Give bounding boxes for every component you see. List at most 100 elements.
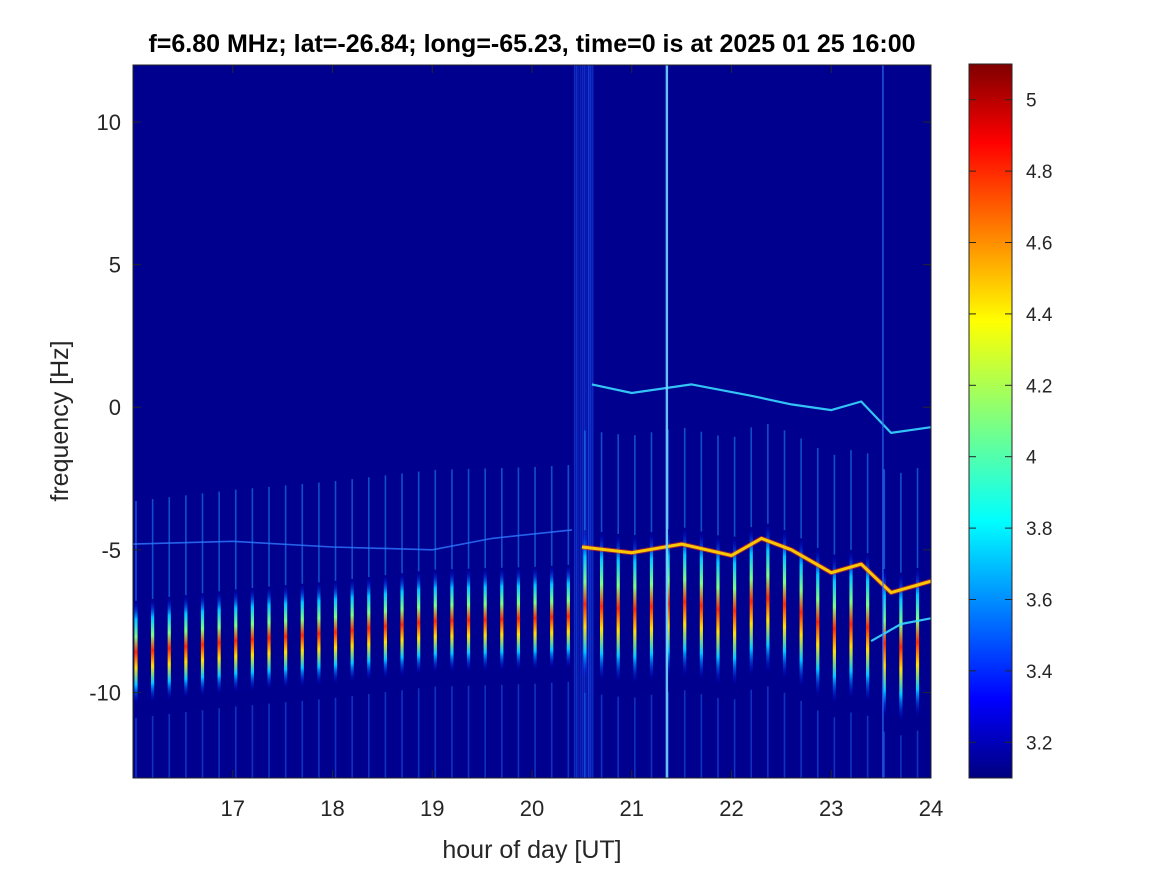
pulse-echo-upper [800, 438, 802, 539]
noise-column-strip [589, 65, 592, 778]
pulse-echo-lower [783, 692, 786, 778]
colorbar-tick-label: 4.6 [1026, 234, 1052, 255]
pulse-echo-lower [384, 692, 387, 778]
pulse-echo-upper [201, 493, 204, 594]
pulse-streak [533, 566, 537, 670]
colorbar-gradient [968, 63, 1013, 779]
x-axis: 17 18 19 20 21 22 23 24 [221, 65, 943, 821]
pulse-echo-upper [185, 495, 187, 596]
pulse-echo-lower [800, 700, 802, 778]
colorbar-tick-label: 4.8 [1026, 162, 1052, 183]
pulse-echo-upper [434, 469, 437, 570]
pulse-echo-lower [151, 715, 154, 778]
pulse-streak [367, 577, 371, 680]
y-tick-label: 10 [97, 110, 121, 135]
pulse-echo-lower [717, 697, 719, 778]
pulse-streak [816, 547, 820, 697]
pulse-echo-upper [833, 454, 836, 555]
pulse-echo-upper [351, 479, 353, 579]
pulse-echo-upper [717, 435, 719, 536]
pulse-echo-upper [650, 432, 653, 533]
lower-trace [870, 617, 931, 643]
colorbar-tick-label: 4.4 [1026, 305, 1053, 326]
pulse-streak [450, 569, 454, 672]
pulse-streak [699, 531, 703, 680]
pulse-streak [832, 554, 836, 703]
noise-column-strip [581, 65, 584, 778]
pulse-echo-upper [501, 467, 503, 568]
pulse-streak [151, 598, 155, 702]
colorbar-tick-label: 5 [1026, 91, 1037, 112]
pulse-echo-lower [135, 717, 137, 778]
pulse-streak [200, 593, 205, 696]
pulse-echo-upper [767, 423, 769, 524]
pulse-streak [217, 591, 221, 694]
pulse-echo-upper [251, 488, 254, 589]
pulse-streak [250, 588, 254, 691]
pulse-echo-upper [301, 483, 304, 584]
noise-column-strip [583, 65, 586, 778]
noise-column-strip [585, 65, 588, 778]
noise-column-strip [573, 65, 576, 778]
main-trace [581, 536, 931, 595]
pulse-streak [184, 595, 188, 698]
noise-column-strip [575, 65, 578, 778]
pulse-echo-lower [600, 694, 603, 778]
pulse-echo-upper [700, 431, 703, 532]
pulse-echo-upper [733, 436, 736, 537]
pulse-echo-lower [467, 685, 470, 778]
pulse-streak [733, 536, 737, 685]
pulse-echo-upper [467, 468, 470, 569]
pulse-streak [649, 532, 654, 681]
pulse-streak [666, 529, 670, 678]
pulse-streak [749, 527, 753, 676]
plot-area [132, 64, 932, 779]
pulse-echo-upper [900, 472, 902, 573]
pulse-echo-lower [650, 694, 653, 778]
pulse-echo-upper [850, 450, 852, 550]
pulse-echo-lower [667, 691, 669, 778]
pulse-streak [882, 568, 886, 718]
pulse-echo-upper [866, 453, 869, 554]
pulse-streak [782, 530, 787, 679]
y-tick-label: 0 [109, 395, 121, 420]
pulse-streak [616, 534, 620, 683]
pulse-echo-upper [318, 482, 320, 583]
pulse-streak [267, 586, 271, 690]
pulse-echo-upper [883, 469, 886, 569]
colorbar-tick-label: 3.8 [1026, 519, 1052, 540]
pulse-echo-upper [417, 471, 420, 572]
heatmap-layer [133, 65, 931, 778]
y-axis-label: frequency [Hz] [46, 340, 74, 501]
pulse-echo-upper [667, 429, 669, 530]
pulse-echo-upper [367, 477, 370, 578]
pulse-echo-lower [284, 702, 287, 778]
pulse-echo-upper [550, 466, 553, 566]
pulse-echo-lower [318, 699, 320, 778]
pulse-echo-lower [883, 731, 886, 778]
pulse-streak [284, 585, 288, 688]
plot-background [133, 65, 931, 778]
y-tick-label: 5 [109, 253, 121, 278]
x-tick-label: 19 [420, 796, 444, 821]
pulse-echo-upper [135, 501, 137, 601]
pulse-streak [333, 580, 338, 684]
noise-column-strip [579, 65, 582, 778]
pulse-streak [134, 600, 138, 704]
pulse-echo-lower [484, 685, 486, 778]
colorbar-tick-label: 4.2 [1026, 376, 1052, 397]
pulse-echo-lower [185, 712, 187, 778]
pulse-streak [516, 567, 521, 671]
pulse-echo-upper [783, 430, 786, 531]
pulse-echo-upper [600, 432, 603, 533]
pulse-echo-lower [401, 690, 403, 778]
x-tick-label: 18 [320, 796, 344, 821]
pulse-echo-lower [501, 684, 503, 778]
pulse-streak [383, 575, 388, 678]
pulse-streak [683, 527, 687, 677]
pulse-streak [899, 572, 903, 722]
pulse-echo-lower [351, 695, 353, 778]
pulse-echo-lower [584, 692, 586, 778]
pulse-streak [849, 549, 853, 699]
pulse-echo-lower [850, 712, 852, 778]
